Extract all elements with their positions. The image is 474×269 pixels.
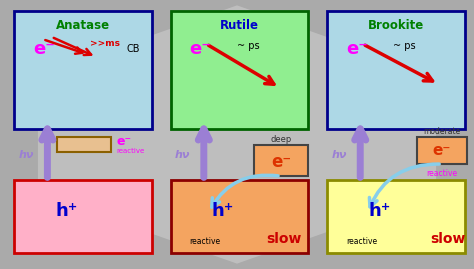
Text: ~ ps: ~ ps <box>393 41 416 51</box>
Text: h⁺: h⁺ <box>212 202 234 220</box>
Text: hν: hν <box>18 150 34 160</box>
Text: e⁻: e⁻ <box>116 135 131 148</box>
Text: reactive: reactive <box>190 237 221 246</box>
Text: slow: slow <box>430 232 465 246</box>
Text: >>ms: >>ms <box>90 39 120 48</box>
Text: e⁻: e⁻ <box>33 40 55 58</box>
Text: e⁻: e⁻ <box>271 153 291 171</box>
Text: hν: hν <box>175 150 190 160</box>
FancyBboxPatch shape <box>171 180 308 253</box>
Text: h⁺: h⁺ <box>55 202 78 220</box>
Text: h⁺: h⁺ <box>368 202 391 220</box>
FancyBboxPatch shape <box>327 11 465 129</box>
Text: slow: slow <box>267 232 302 246</box>
Text: moderate: moderate <box>423 127 461 136</box>
FancyBboxPatch shape <box>171 11 308 129</box>
FancyBboxPatch shape <box>417 137 467 164</box>
Text: reactive: reactive <box>116 147 145 154</box>
Text: Anatase: Anatase <box>56 19 110 32</box>
FancyBboxPatch shape <box>327 180 465 253</box>
Text: e⁻: e⁻ <box>433 143 451 158</box>
Text: e⁻: e⁻ <box>190 40 211 58</box>
Text: CB: CB <box>127 44 140 54</box>
FancyBboxPatch shape <box>57 137 111 152</box>
Text: Brookite: Brookite <box>368 19 424 32</box>
FancyBboxPatch shape <box>254 145 308 176</box>
Text: Rutile: Rutile <box>220 19 259 32</box>
Text: reactive: reactive <box>346 237 377 246</box>
FancyBboxPatch shape <box>14 180 152 253</box>
Text: deep: deep <box>270 135 292 144</box>
FancyBboxPatch shape <box>14 11 152 129</box>
Text: hν: hν <box>331 150 346 160</box>
Text: ~ ps: ~ ps <box>237 41 260 51</box>
Text: reactive: reactive <box>427 169 457 178</box>
Polygon shape <box>38 5 436 264</box>
Text: e⁻: e⁻ <box>346 40 368 58</box>
